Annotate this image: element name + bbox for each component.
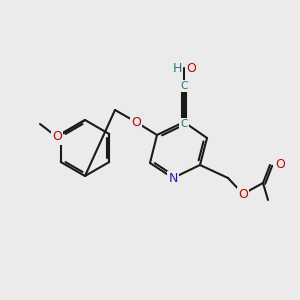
Text: O: O — [131, 116, 141, 128]
Text: O: O — [238, 188, 248, 200]
Text: O: O — [275, 158, 285, 172]
Text: H: H — [172, 61, 182, 74]
Text: C: C — [180, 119, 188, 129]
Text: O: O — [52, 130, 62, 143]
Text: O: O — [186, 61, 196, 74]
Text: C: C — [180, 81, 188, 91]
Text: N: N — [168, 172, 178, 184]
